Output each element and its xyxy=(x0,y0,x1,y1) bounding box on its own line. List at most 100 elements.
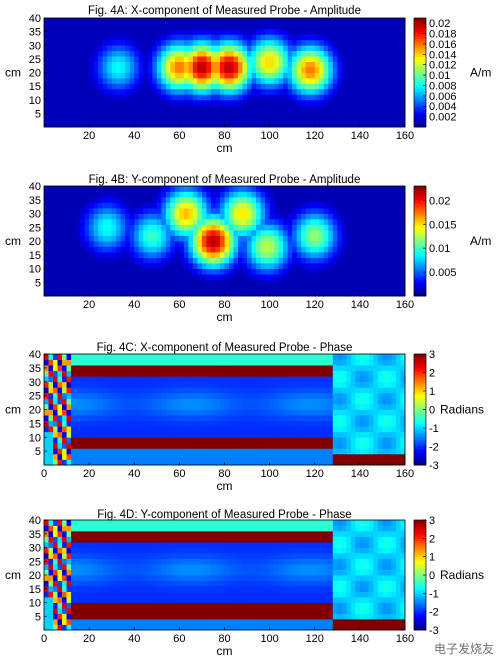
heatmap-cell xyxy=(395,105,401,112)
heatmap-cell xyxy=(242,99,248,106)
heatmap-cell xyxy=(80,420,86,427)
heatmap-cell xyxy=(107,224,113,231)
heatmap-cell xyxy=(310,208,316,214)
heatmap-cell xyxy=(120,67,126,73)
heatmap-cell xyxy=(346,257,352,264)
heatmap-cell xyxy=(260,191,266,198)
heatmap-cell xyxy=(341,437,347,444)
heatmap-cell xyxy=(292,415,298,421)
heatmap-cell xyxy=(201,246,207,253)
heatmap-cell xyxy=(359,45,365,52)
heatmap-cell xyxy=(359,208,365,214)
heatmap-cell xyxy=(256,116,261,122)
heatmap-cell xyxy=(395,235,401,242)
heatmap-cell xyxy=(120,290,126,297)
heatmap-cell xyxy=(368,23,374,30)
heatmap-cell xyxy=(80,61,86,68)
heatmap-cell xyxy=(364,263,370,269)
heatmap-cell xyxy=(337,241,343,247)
heatmap-cell xyxy=(269,376,275,383)
heatmap-cell xyxy=(301,219,307,225)
heatmap-cell xyxy=(71,268,76,275)
heatmap-cell xyxy=(156,387,162,394)
heatmap-cell xyxy=(229,77,234,84)
heatmap-cell xyxy=(206,235,212,242)
heatmap-cell xyxy=(152,99,158,106)
heatmap-cell xyxy=(84,459,90,466)
heatmap-cell xyxy=(332,431,338,438)
heatmap-cell xyxy=(143,387,149,394)
heatmap-cell xyxy=(147,202,153,209)
heatmap-cell xyxy=(80,415,86,421)
heatmap-cell xyxy=(210,257,216,264)
heatmap-cell xyxy=(71,105,76,112)
heatmap-cell xyxy=(377,56,383,62)
heatmap-cell xyxy=(364,72,370,79)
heatmap-cell xyxy=(183,257,189,264)
heatmap-cell xyxy=(292,274,298,280)
heatmap-cell xyxy=(93,290,99,297)
heatmap-cell xyxy=(111,99,117,106)
heatmap-cell xyxy=(233,235,239,242)
heatmap-cell xyxy=(138,279,144,286)
heatmap-cell xyxy=(382,219,388,225)
heatmap-cell xyxy=(143,354,149,360)
heatmap-cell xyxy=(192,365,198,372)
heatmap-cell xyxy=(129,94,135,101)
heatmap-cell xyxy=(337,219,343,225)
heatmap-cell xyxy=(93,459,99,466)
heatmap-cell xyxy=(395,116,401,122)
heatmap-cell xyxy=(152,415,158,421)
heatmap-cell xyxy=(355,45,361,52)
heatmap-cell xyxy=(274,392,280,399)
heatmap-cell xyxy=(197,431,203,438)
heatmap-cell xyxy=(174,28,180,35)
heatmap-cell xyxy=(346,431,352,438)
heatmap-cell xyxy=(359,28,365,35)
heatmap-cell xyxy=(373,285,379,291)
heatmap-cell xyxy=(373,219,379,225)
heatmap-cell xyxy=(251,50,257,57)
heatmap-cell xyxy=(391,415,397,421)
heatmap-cell xyxy=(170,268,176,275)
heatmap-cell xyxy=(161,359,167,366)
colorbar-segment xyxy=(414,42,426,46)
heatmap-cell xyxy=(364,230,370,236)
heatmap-cell xyxy=(256,34,261,41)
heatmap-cell xyxy=(359,39,365,46)
heatmap-cell xyxy=(283,61,289,68)
heatmap-cell xyxy=(238,219,243,225)
heatmap-cell xyxy=(120,23,126,30)
heatmap-cell xyxy=(310,453,316,460)
heatmap-cell xyxy=(359,213,365,220)
heatmap-cell xyxy=(129,442,135,449)
heatmap-cell xyxy=(183,268,189,275)
heatmap-cell xyxy=(269,442,275,449)
heatmap-cell xyxy=(80,219,86,225)
heatmap-cell xyxy=(359,77,365,84)
heatmap-cell xyxy=(310,459,316,466)
heatmap-cell xyxy=(265,191,271,198)
heatmap-cell xyxy=(377,246,383,253)
heatmap-cell xyxy=(98,426,104,433)
heatmap-cell xyxy=(359,459,365,466)
heatmap-cell xyxy=(373,213,379,220)
heatmap-cell xyxy=(296,18,302,24)
heatmap-cell xyxy=(89,359,95,366)
heatmap-cell xyxy=(224,279,230,286)
heatmap-cell xyxy=(80,50,86,57)
heatmap-cell xyxy=(364,442,370,449)
heatmap-cell xyxy=(156,274,162,280)
heatmap-cell xyxy=(170,381,176,388)
heatmap-cell xyxy=(183,23,189,30)
heatmap-cell xyxy=(170,224,176,231)
heatmap-cell xyxy=(238,453,243,460)
heatmap-cell xyxy=(93,437,99,444)
heatmap-cell xyxy=(251,246,257,253)
heatmap-cell xyxy=(116,213,122,220)
heatmap-cell xyxy=(310,359,316,366)
heatmap-cell xyxy=(251,34,257,41)
heatmap-cell xyxy=(120,442,126,449)
heatmap-cell xyxy=(215,208,221,214)
heatmap-cell xyxy=(283,290,289,297)
